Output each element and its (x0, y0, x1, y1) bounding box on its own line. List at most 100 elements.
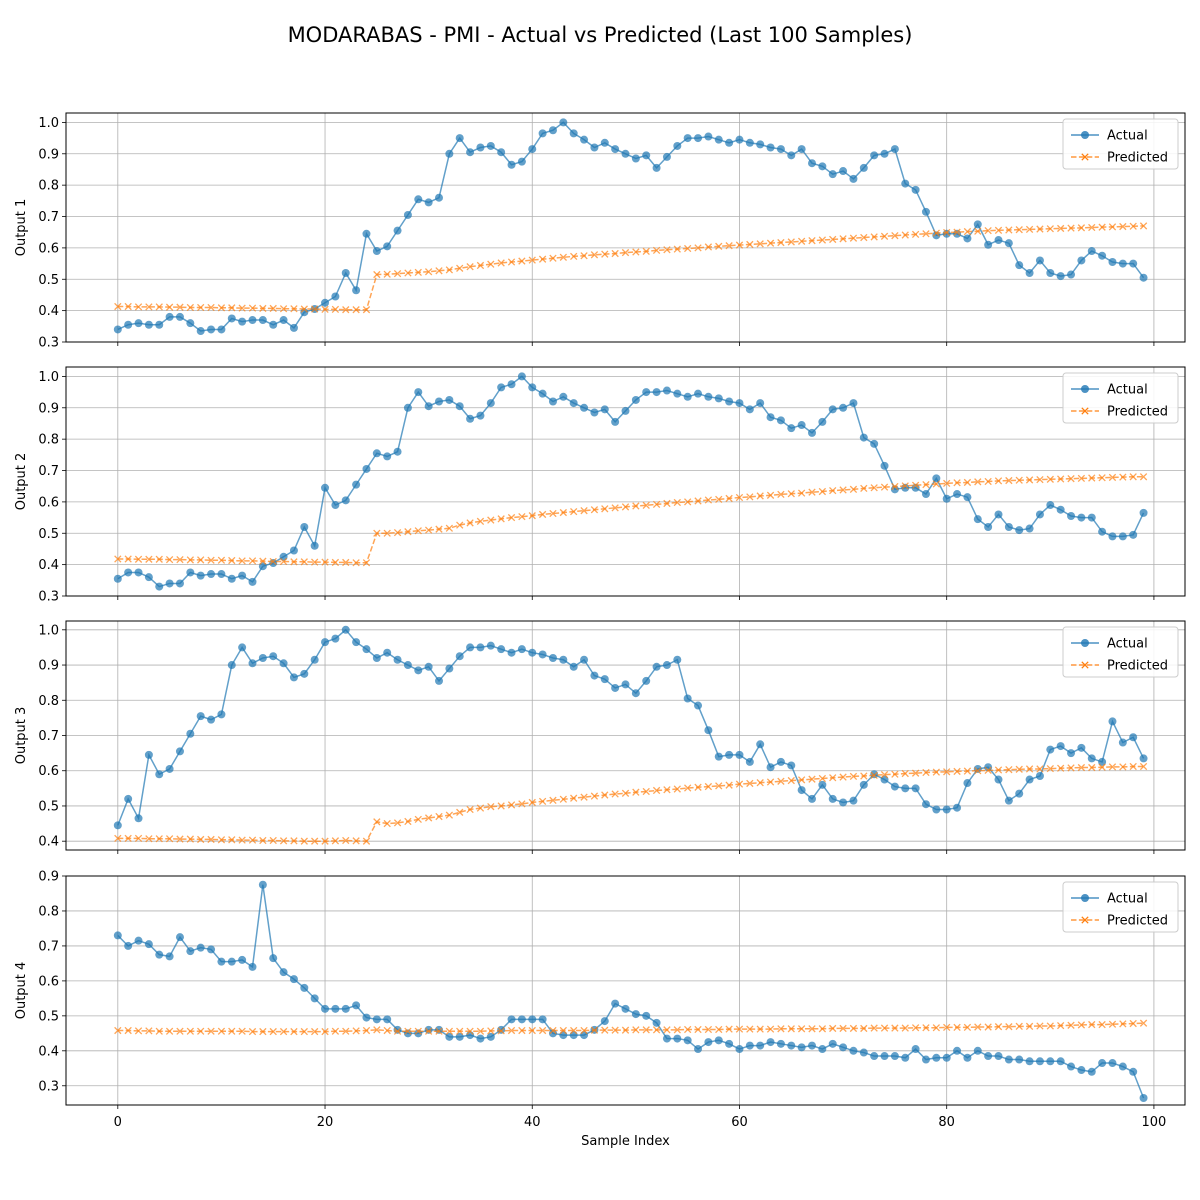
y-tick-label: 0.4 (38, 304, 59, 319)
data-point (839, 167, 848, 176)
data-point (828, 1039, 837, 1048)
data-point (279, 305, 288, 313)
data-point (538, 255, 547, 263)
data-point (538, 510, 547, 519)
y-tick-label: 0.9 (38, 147, 59, 162)
data-point (1035, 1057, 1044, 1066)
data-point (1035, 256, 1044, 265)
data-point (1129, 1019, 1137, 1028)
data-point (217, 570, 226, 579)
data-point (165, 952, 174, 961)
legend-label: Actual (1107, 129, 1148, 144)
data-point (673, 1026, 681, 1034)
data-point (818, 487, 827, 496)
data-point (186, 556, 194, 564)
data-point (684, 1025, 692, 1034)
data-point (144, 750, 153, 759)
data-point (362, 1013, 371, 1022)
data-point (942, 805, 951, 814)
data-point (932, 229, 940, 237)
data-point (487, 803, 495, 811)
data-point (207, 715, 216, 724)
data-point (228, 1027, 236, 1035)
data-point (963, 493, 972, 502)
data-point (248, 557, 257, 565)
data-point (497, 802, 505, 810)
data-point (238, 1027, 246, 1035)
data-point (1108, 1020, 1117, 1028)
data-point (186, 303, 194, 312)
data-point (300, 305, 308, 313)
data-point (725, 781, 733, 789)
data-point (1015, 1055, 1024, 1064)
data-point (601, 791, 609, 799)
y-tick-label: 0.9 (38, 870, 59, 885)
x-tick-label: 40 (524, 1115, 541, 1130)
data-point (756, 492, 764, 500)
data-point (746, 779, 754, 788)
data-point (1036, 225, 1044, 233)
data-point (1077, 513, 1086, 522)
subplot-4: 0.3 0.4 0.5 0.6 0.7 0.8 0.9 0 20 40 60 80 100 Output … (14, 870, 1186, 1130)
data-point (155, 835, 163, 843)
data-point (383, 270, 391, 278)
data-point (808, 237, 816, 245)
data-point (1098, 763, 1106, 771)
data-point (714, 1036, 723, 1045)
data-point (1077, 743, 1086, 752)
data-point (1077, 1066, 1086, 1075)
data-point (735, 493, 744, 502)
data-point (414, 527, 422, 535)
data-point (1015, 261, 1024, 270)
data-point (673, 498, 681, 507)
data-point (1036, 765, 1044, 773)
data-point (694, 244, 702, 252)
data-point (745, 405, 754, 414)
data-point (486, 399, 495, 408)
data-point (953, 229, 962, 238)
data-point (725, 397, 734, 406)
data-point (787, 238, 795, 246)
data-point (383, 648, 392, 657)
data-point (870, 770, 879, 779)
actual-series (113, 880, 1148, 1103)
data-point (227, 314, 236, 323)
data-point (373, 529, 381, 537)
data-point (248, 304, 257, 312)
data-point (911, 185, 920, 194)
data-point (186, 947, 195, 956)
legend-marker (1081, 131, 1089, 139)
data-point (290, 305, 298, 313)
data-point (694, 389, 703, 398)
data-point (860, 233, 868, 242)
data-point (611, 1026, 619, 1034)
data-point (528, 798, 536, 807)
data-point (1139, 1019, 1148, 1027)
data-point (839, 798, 848, 807)
data-point (197, 835, 205, 844)
data-point (1118, 532, 1127, 541)
data-point (808, 1025, 816, 1033)
data-point (269, 652, 278, 661)
data-point (632, 248, 640, 256)
data-point (321, 558, 329, 566)
data-point (1015, 476, 1023, 484)
x-tick-label: 0 (114, 1115, 122, 1130)
data-point (621, 680, 630, 689)
data-point (1057, 224, 1065, 233)
data-point (1025, 765, 1034, 773)
data-point (383, 819, 391, 828)
data-point (445, 811, 454, 819)
data-point (642, 787, 650, 796)
data-point (165, 303, 174, 311)
series-line (117, 1022, 1144, 1033)
data-point (766, 239, 775, 247)
data-point (1004, 796, 1013, 805)
data-point (404, 269, 412, 277)
data-point (186, 729, 195, 738)
data-point (921, 490, 930, 499)
data-point (1108, 473, 1117, 482)
data-point (1025, 268, 1034, 277)
data-point (321, 483, 330, 492)
data-point (517, 157, 526, 166)
